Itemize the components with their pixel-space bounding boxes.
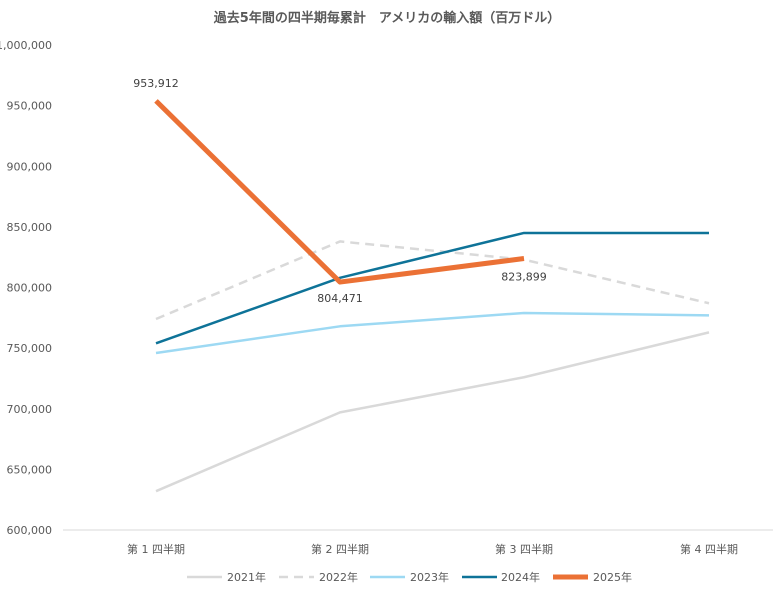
data-label: 953,912 [133,77,179,90]
legend-item: 2021年 [187,570,266,584]
y-tick-label: 1,000,000 [0,39,52,52]
x-tick-label: 第 4 四半期 [680,542,738,556]
legend-label: 2021年 [227,570,266,584]
legend-label: 2025年 [593,570,632,584]
y-tick-label: 900,000 [7,160,53,173]
x-tick-label: 第 1 四半期 [127,542,185,556]
x-axis: 第 1 四半期 第 2 四半期 第 3 四半期 第 4 四半期 [127,542,738,556]
series-2025年 [154,99,525,285]
series-line [155,311,710,355]
series-line [155,240,710,321]
y-tick-label: 800,000 [7,282,53,295]
series-2023年 [155,311,710,355]
y-tick-label: 950,000 [7,100,53,113]
legend-item: 2025年 [553,570,632,584]
legend-item: 2023年 [370,570,449,584]
y-tick-label: 750,000 [7,342,53,355]
series-2021年 [155,331,710,493]
x-tick-label: 第 3 四半期 [495,542,553,556]
data-label-layer: 953,912 804,471 823,899 [133,77,547,305]
chart-title: 過去5年間の四半期毎累計 アメリカの輸入額（百万ドル） [213,10,560,26]
legend: 2021年 2022年 2023年 2024年 2025年 [187,570,632,584]
legend-item: 2024年 [462,570,540,584]
legend-label: 2022年 [319,570,358,584]
y-tick-label: 600,000 [7,524,53,537]
y-tick-label: 700,000 [7,403,53,416]
series-layer [154,99,710,493]
data-label: 804,471 [317,292,363,305]
series-line [155,231,709,345]
legend-item: 2022年 [279,570,358,584]
data-label: 823,899 [501,271,547,284]
legend-label: 2024年 [501,570,540,584]
series-2022年 [155,240,710,321]
series-line [154,99,525,285]
legend-label: 2023年 [410,570,449,584]
y-tick-label: 650,000 [7,463,53,476]
series-line [155,331,710,493]
x-tick-label: 第 2 四半期 [311,542,369,556]
y-axis: 600,000 650,000 700,000 750,000 800,000 850,0… [0,39,52,537]
series-2024年 [155,231,710,345]
y-tick-label: 850,000 [7,221,53,234]
